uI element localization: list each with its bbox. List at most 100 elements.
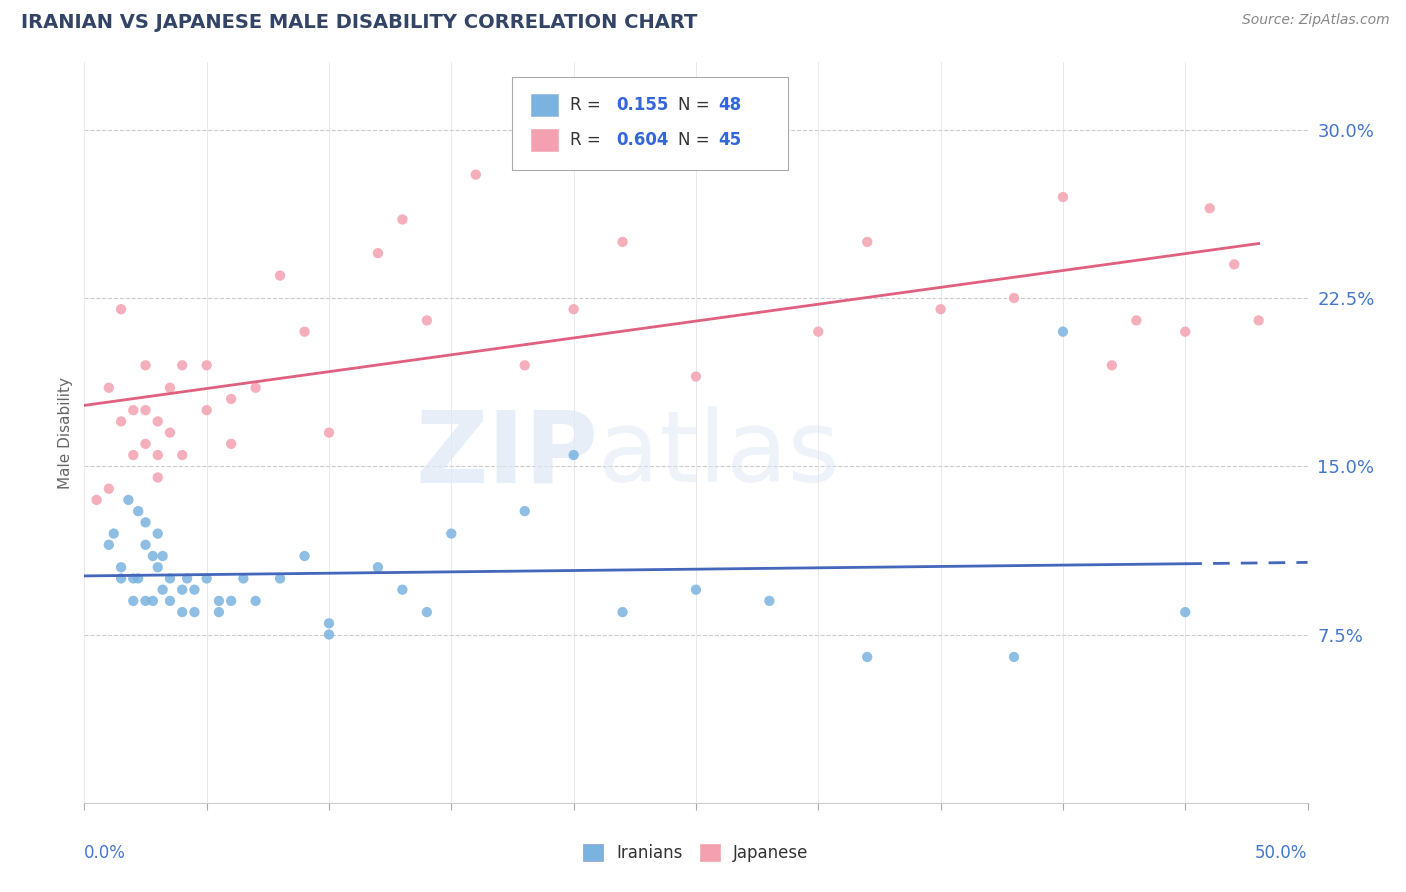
Point [1002,650,1025,665]
Text: N =: N = [678,95,714,113]
Point [183,605,205,619]
Point [97,482,120,496]
Text: atlas: atlas [598,407,839,503]
Point [294,325,316,339]
Point [142,549,165,563]
Point [318,425,340,440]
Point [127,504,149,518]
Point [135,516,157,530]
Point [219,594,242,608]
Point [294,549,316,563]
Point [318,616,340,631]
Point [856,235,879,249]
FancyBboxPatch shape [531,94,558,116]
Point [513,504,536,518]
Text: 0.0%: 0.0% [84,844,127,862]
Text: R =: R = [569,131,606,149]
Point [97,381,120,395]
Point [1052,190,1074,204]
Point [195,359,218,373]
Text: 0.155: 0.155 [616,95,669,113]
Point [159,425,181,440]
Point [1002,291,1025,305]
Text: ZIP: ZIP [415,407,598,503]
Point [176,571,198,585]
Point [1223,257,1246,271]
Point [142,594,165,608]
Point [1174,325,1197,339]
Point [245,381,267,395]
Point [367,560,389,574]
Point [1174,605,1197,619]
Text: 50.0%: 50.0% [1256,844,1308,862]
Point [122,403,145,417]
Point [513,359,536,373]
Point [758,594,780,608]
Point [612,605,634,619]
Point [146,526,169,541]
Text: N =: N = [678,131,714,149]
Point [97,538,120,552]
Point [159,571,181,585]
Point [416,313,439,327]
Point [685,369,707,384]
Point [416,605,439,619]
Point [110,571,132,585]
Point [86,492,108,507]
Point [135,359,157,373]
Point [391,582,413,597]
Point [110,414,132,428]
FancyBboxPatch shape [513,78,787,169]
Point [135,538,157,552]
Point [208,594,231,608]
Point [612,235,634,249]
Point [135,594,157,608]
Point [172,605,194,619]
Point [135,403,157,417]
Text: 45: 45 [718,131,741,149]
Point [232,571,254,585]
Legend: Iranians, Japanese: Iranians, Japanese [576,837,815,869]
Point [367,246,389,260]
Point [172,582,194,597]
Point [856,650,879,665]
Point [440,526,463,541]
Point [219,437,242,451]
Point [269,571,291,585]
Point [208,605,231,619]
Point [562,302,585,317]
Point [245,594,267,608]
Point [195,571,218,585]
Point [122,571,145,585]
Point [685,582,707,597]
Text: 48: 48 [718,95,741,113]
Point [172,448,194,462]
Text: IRANIAN VS JAPANESE MALE DISABILITY CORRELATION CHART: IRANIAN VS JAPANESE MALE DISABILITY CORR… [21,13,697,32]
Point [269,268,291,283]
Point [159,594,181,608]
Point [117,492,139,507]
Point [110,302,132,317]
Point [562,448,585,462]
Point [110,560,132,574]
Point [318,627,340,641]
Point [1125,313,1147,327]
Text: R =: R = [569,95,606,113]
Point [146,448,169,462]
Point [195,403,218,417]
FancyBboxPatch shape [531,129,558,152]
Point [152,582,174,597]
Point [146,560,169,574]
Point [1052,325,1074,339]
Text: 0.604: 0.604 [616,131,669,149]
Text: Source: ZipAtlas.com: Source: ZipAtlas.com [1241,13,1389,28]
Point [152,549,174,563]
Point [758,156,780,170]
Point [159,381,181,395]
Point [1247,313,1270,327]
Point [183,582,205,597]
Point [122,448,145,462]
Point [391,212,413,227]
Y-axis label: Male Disability: Male Disability [58,376,73,489]
Point [807,325,830,339]
